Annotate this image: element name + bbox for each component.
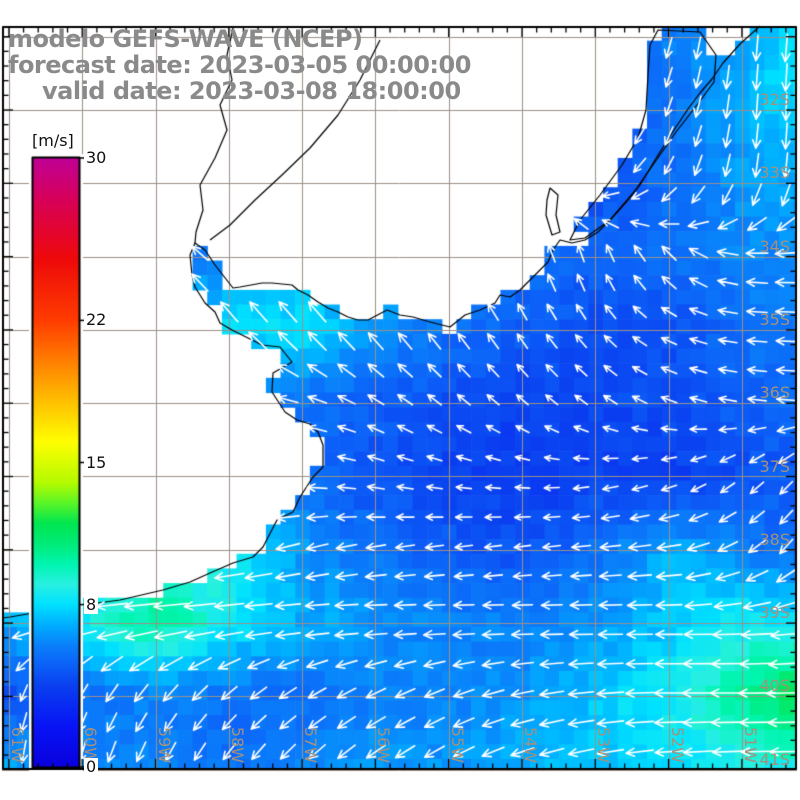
colorbar-tick-label: 0: [84, 757, 99, 776]
colorbar-unit-label: [m/s]: [31, 131, 75, 150]
latitude-label: 39S: [759, 603, 790, 623]
longitude-label: 61W: [8, 726, 27, 764]
longitude-label: 57W: [301, 726, 321, 764]
latitude-label: 41S: [759, 749, 790, 769]
longitude-label: 59W: [154, 726, 174, 764]
colorbar-tick-label: 15: [84, 452, 109, 472]
colorbar-tick-label: 22: [84, 310, 109, 330]
longitude-label: 58W: [227, 726, 247, 764]
longitude-label: 53W: [594, 726, 614, 764]
latitude-label: 36S: [759, 383, 790, 403]
longitude-label: 55W: [447, 726, 467, 764]
longitude-label: 51W: [740, 726, 760, 764]
longitude-label: 52W: [667, 726, 687, 764]
latitude-label: 32S: [759, 90, 790, 109]
latitude-label: 35S: [759, 309, 790, 329]
colorbar-tick-label: 8: [84, 594, 99, 614]
latitude-label: 40S: [759, 676, 790, 696]
longitude-label: 54W: [521, 726, 541, 764]
latitude-label: 37S: [759, 456, 790, 476]
colorbar-tick-label: 30: [84, 148, 109, 167]
latitude-label: 34S: [759, 236, 790, 256]
latitude-label: 38S: [759, 529, 790, 549]
latitude-label: 33S: [759, 163, 790, 183]
longitude-label: 56W: [374, 726, 394, 764]
